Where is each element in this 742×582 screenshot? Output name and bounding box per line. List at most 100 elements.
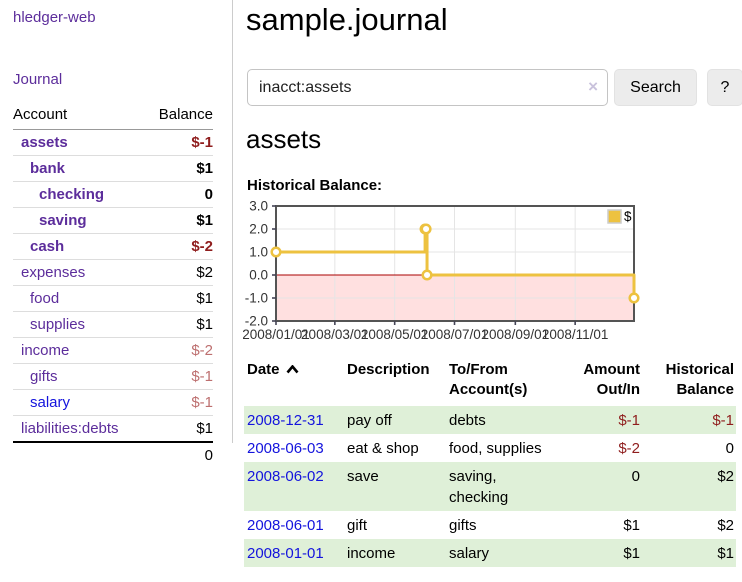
register-header-date[interactable]: Date [244, 360, 344, 406]
transaction-accounts: gifts [449, 516, 477, 534]
transaction-description: income [347, 544, 396, 562]
transaction-date-link[interactable]: 2008-12-31 [247, 411, 324, 429]
account-link[interactable]: expenses [21, 264, 86, 281]
data-point-marker [628, 292, 640, 304]
account-row: supplies $1 [13, 311, 213, 338]
transaction-balance: $1 [717, 544, 734, 562]
account-link[interactable]: food [30, 290, 60, 307]
transaction-date-cell: 2008-12-31 [244, 406, 344, 434]
y-axis-label: 0.0 [249, 268, 268, 283]
account-cell: checking [13, 181, 146, 208]
account-cell: income [13, 337, 146, 364]
transaction-date-cell: 2008-06-01 [244, 511, 344, 539]
data-point-marker [420, 223, 432, 235]
account-balance: 0 [145, 181, 213, 208]
account-balance: $1 [145, 285, 213, 312]
search-button[interactable]: Search [614, 69, 697, 106]
transaction-row: 2008-06-03 eat & shop food, supplies $-2 0 [244, 434, 736, 462]
transaction-amount: 0 [631, 467, 640, 485]
brand-link[interactable]: hledger-web [13, 9, 96, 26]
transaction-description: save [347, 467, 379, 485]
data-point-marker [270, 246, 282, 258]
account-link[interactable]: checking [39, 186, 105, 203]
account-row: assets $-1 [13, 130, 213, 156]
help-button[interactable]: ? [707, 69, 742, 106]
account-row: expenses $2 [13, 259, 213, 286]
transaction-date-link[interactable]: 2008-06-03 [247, 439, 324, 457]
date-header-label: Date [247, 361, 280, 378]
clear-search-icon[interactable]: × [588, 77, 598, 96]
account-cell: assets [13, 130, 145, 156]
transaction-date-cell: 2008-06-03 [244, 434, 344, 462]
account-link[interactable]: cash [30, 238, 65, 255]
register-header-row: Date Description To/From Account(s) Amou… [244, 360, 736, 406]
account-heading: assets [246, 124, 322, 154]
y-axis-label: 2.0 [249, 222, 268, 237]
y-axis-label: -1.0 [245, 291, 268, 306]
transaction-date-cell: 2008-06-02 [244, 462, 344, 511]
account-link[interactable]: bank [30, 160, 66, 177]
account-balance: $-1 [191, 134, 213, 151]
transaction-accounts: saving, checking [449, 467, 509, 506]
account-row: income $-2 [13, 337, 213, 364]
account-balance: $-1 [145, 389, 213, 416]
account-balance: $1 [145, 415, 213, 442]
sidebar-item-journal[interactable]: Journal [13, 71, 63, 88]
x-axis-label: 2008/05/01 [361, 327, 429, 342]
transaction-row: 2008-06-01 gift gifts $1 $2 [244, 511, 736, 539]
transaction-amount: $-1 [618, 411, 640, 429]
transaction-date-link[interactable]: 2008-01-01 [247, 544, 324, 562]
transaction-balance: $2 [717, 516, 734, 534]
search-input[interactable] [247, 69, 608, 106]
transaction-description: eat & shop [347, 439, 419, 457]
account-balance: $2 [145, 259, 213, 286]
accounts-header-balance: Balance [145, 103, 213, 130]
accounts-total-value: 0 [145, 441, 213, 468]
x-axis-label: 2008/07/01 [421, 327, 489, 342]
transaction-balance: 0 [725, 439, 734, 457]
historical-balance-chart: 3.0 2.0 1.0 0.0 -1.0 -2.02008/01/012008/03/01… [243, 199, 640, 342]
transaction-description: pay off [347, 411, 392, 429]
sort-ascending-icon [286, 365, 299, 374]
accounts-header-account: Account [13, 103, 146, 130]
account-row: saving $1 [13, 207, 213, 234]
register-header-amount: Amount Out/In [583, 361, 640, 399]
transaction-date-link[interactable]: 2008-06-02 [247, 467, 324, 485]
y-axis-label: -2.0 [245, 314, 268, 329]
transaction-balance: $2 [717, 467, 734, 485]
transaction-date-link[interactable]: 2008-06-01 [247, 516, 324, 534]
accounts-total-spacer [13, 441, 146, 468]
transaction-accounts: salary [449, 544, 490, 562]
account-link[interactable]: assets [21, 134, 68, 151]
account-cell: gifts [13, 363, 146, 390]
x-axis-label: 2008/03/01 [301, 327, 369, 342]
accounts-total-row: 0 [13, 441, 213, 468]
account-row: checking 0 [13, 181, 213, 208]
chart-title: Historical Balance: [247, 177, 383, 194]
register-header-description: Description [347, 361, 430, 378]
register-header-balance: Historical Balance [665, 361, 734, 399]
account-link[interactable]: liabilities:debts [21, 420, 119, 437]
account-link[interactable]: gifts [30, 368, 58, 385]
account-link[interactable]: supplies [30, 316, 86, 333]
account-cell: saving [13, 207, 146, 234]
account-balance: $-2 [145, 337, 213, 364]
transaction-accounts: debts [449, 411, 486, 429]
account-cell: food [13, 285, 146, 312]
transaction-amount: $-2 [618, 439, 640, 457]
account-row: liabilities:debts $1 [13, 415, 213, 442]
account-cell: expenses [13, 259, 146, 286]
account-cell: bank [13, 155, 146, 182]
account-link[interactable]: salary [30, 394, 71, 411]
account-link[interactable]: income [21, 342, 70, 359]
search-form: × Search ? [247, 69, 742, 106]
register-table: Date Description To/From Account(s) Amou… [244, 360, 736, 567]
account-cell: liabilities:debts [13, 415, 146, 442]
y-axis-label: 1.0 [249, 245, 268, 260]
x-axis-label: 2008/09/01 [482, 327, 550, 342]
account-balance: $1 [145, 155, 213, 182]
data-point-marker [421, 269, 433, 281]
account-row: food $1 [13, 285, 213, 312]
transaction-date-cell: 2008-01-01 [244, 539, 344, 567]
account-link[interactable]: saving [39, 212, 87, 229]
